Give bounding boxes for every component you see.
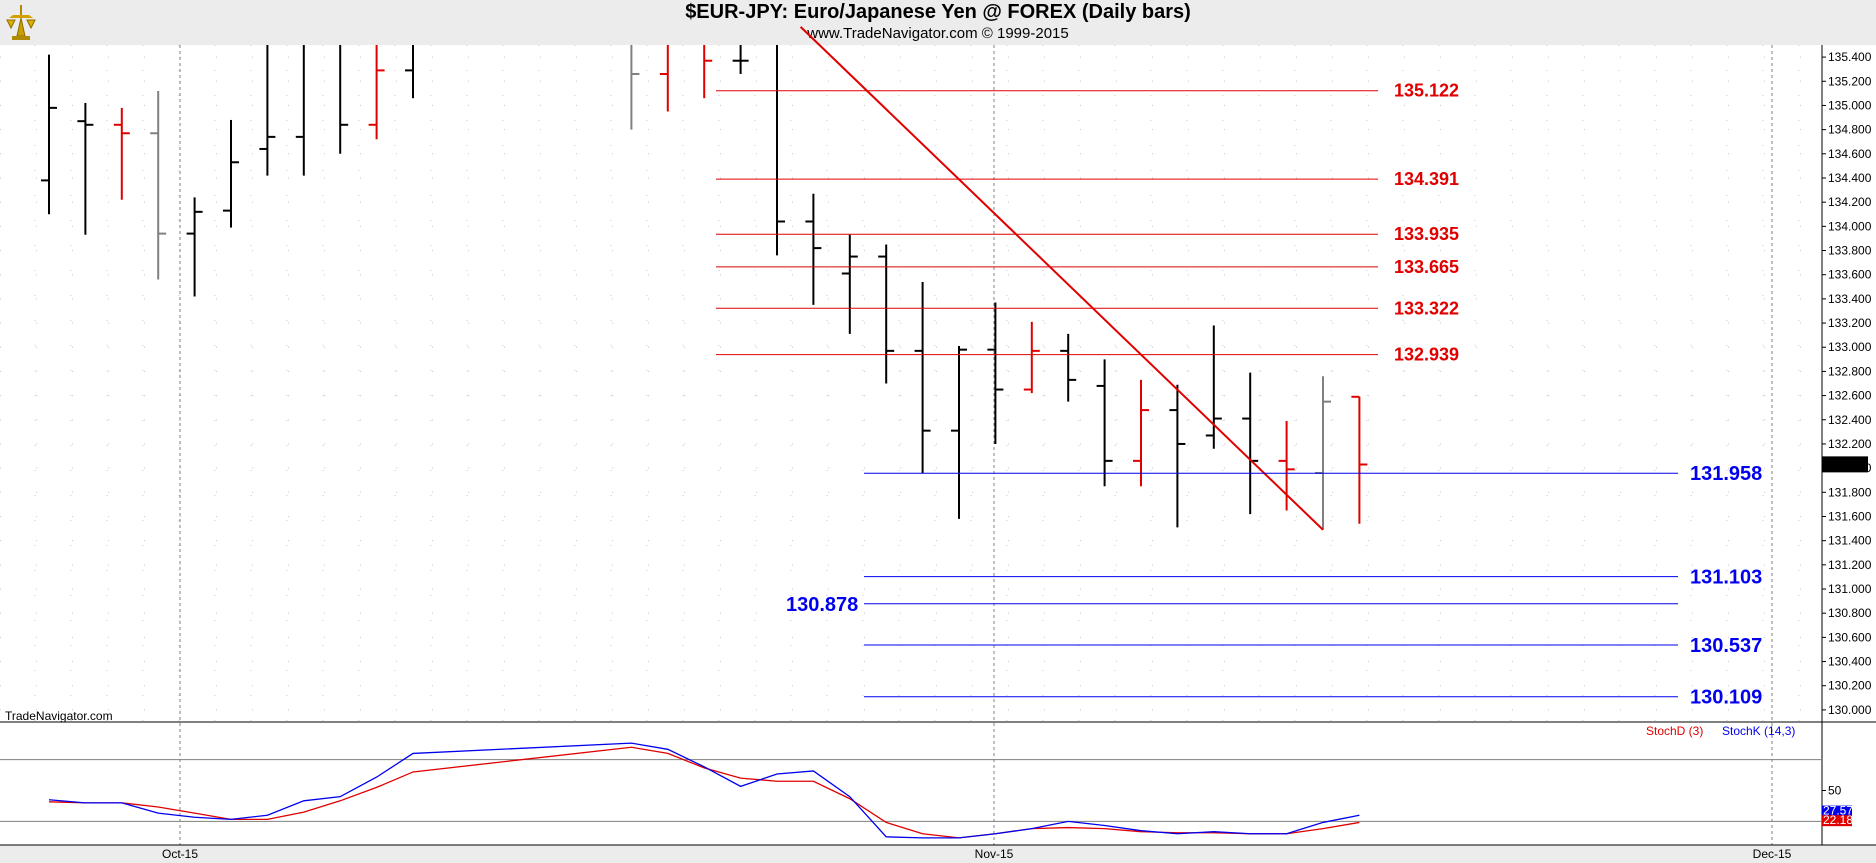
retracement-label: 133.322 (1394, 298, 1459, 318)
price-tick-label: 131.000 (1828, 582, 1872, 596)
ohlc-bar (703, 45, 713, 99)
price-tick-label: 133.200 (1828, 316, 1872, 330)
price-axis: 135.400 135.200 135.000 134.800 134.600 134.4… (5, 45, 1876, 845)
price-tick-label: 130.800 (1828, 606, 1872, 620)
stochD-last-box (1822, 815, 1852, 827)
last-price-box (1822, 456, 1868, 473)
stochK-last-box (1822, 805, 1852, 817)
ohlc-bar (368, 45, 385, 140)
retracement-label: 133.665 (1394, 257, 1459, 277)
price-tick-label: 133.000 (1828, 340, 1872, 354)
price-tick-label: 130.000 (1828, 703, 1872, 717)
price-tick-label: 134.600 (1828, 147, 1872, 161)
ohlc-bar (405, 45, 414, 99)
price-tick-label: 134.800 (1828, 123, 1872, 137)
extension-label: 131.958 (1690, 463, 1762, 485)
ohlc-bar (1133, 379, 1149, 487)
ohlc-bar (223, 119, 239, 228)
ohlc-bar (776, 45, 785, 256)
date-tick-label: Oct-15 (162, 847, 198, 861)
retracement-label: 132.939 (1394, 345, 1459, 365)
axis-bg (1822, 45, 1876, 845)
stochD-last-label: 22.18 (1823, 813, 1853, 827)
price-grid (0, 45, 1822, 845)
price-tick-label: 131.800 (1828, 485, 1872, 499)
price-tick-label: 134.200 (1828, 195, 1872, 209)
price-tick-label: 133.400 (1828, 292, 1872, 306)
price-tick-label: 132.400 (1828, 413, 1872, 427)
extension-label: 130.878 (786, 594, 858, 616)
price-tick-label: 131.400 (1828, 534, 1872, 548)
ohlc-bar (805, 193, 822, 305)
last-price-label: 132.031 (1823, 458, 1867, 472)
stochD-line (48, 746, 1360, 839)
ohlc-bar (1169, 384, 1186, 528)
watermark-text: TradeNavigator.com (5, 709, 113, 723)
price-tick-label: 134.000 (1828, 219, 1872, 233)
price-tick-label: 135.000 (1828, 98, 1872, 112)
downtrend-line (799, 26, 1324, 531)
price-tick-label: 135.200 (1828, 74, 1872, 88)
date-axis: Oct-15 Nov-15 Dec-15 (0, 844, 1876, 863)
ohlc-bar (914, 281, 931, 473)
ohlc-bars (41, 26, 1368, 531)
stochK-line (48, 742, 1360, 839)
retracement-label: 135.122 (1394, 81, 1459, 101)
chart-title: $EUR-JPY: Euro/Japanese Yen @ FOREX (Dai… (685, 1, 1191, 23)
ohlc-bar (659, 45, 669, 112)
ohlc-bar (1023, 321, 1040, 394)
date-tick-label: Dec-15 (1753, 847, 1792, 861)
chart-header (0, 0, 1876, 45)
ohlc-bar (1351, 395, 1368, 524)
extension-label: 130.537 (1690, 635, 1762, 657)
price-tick-label: 130.600 (1828, 630, 1872, 644)
ohlc-bar (339, 45, 349, 154)
date-axis-bg (0, 845, 1876, 863)
price-panel-bg (0, 45, 1822, 722)
ohlc-bar (295, 45, 305, 176)
price-tick-label: 131.200 (1828, 558, 1872, 572)
tradenavigator-logo-icon (6, 5, 36, 40)
ohlc-bar (1205, 325, 1222, 449)
price-tick-label: 131.600 (1828, 509, 1872, 523)
retracement-levels: 135.122 134.391 133.935 133.665 133.322 132.9… (716, 81, 1762, 709)
stochK-legend: StochK (14,3) (1722, 724, 1795, 738)
extension-label: 131.103 (1690, 567, 1762, 589)
chart-subtitle: www.TradeNavigator.com © 1999-2015 (807, 25, 1069, 42)
stoch-tick-label: 50 (1828, 784, 1842, 798)
ohlc-bar (1096, 359, 1113, 487)
ohlc-bar (77, 103, 94, 235)
ohlc-bar (41, 54, 57, 215)
price-tick-label: 133.800 (1828, 244, 1872, 258)
price-tick-label: 133.600 (1828, 268, 1872, 282)
ohlc-bar (841, 234, 858, 334)
stochK-last-label: 27.57 (1823, 804, 1853, 818)
retracement-label: 134.391 (1394, 169, 1459, 189)
extension-label: 130.109 (1690, 687, 1762, 709)
retracement-label: 133.935 (1394, 224, 1459, 244)
date-tick-label: Nov-15 (975, 847, 1014, 861)
price-tick-label: 132.600 (1828, 389, 1872, 403)
ohlc-bar (1060, 333, 1077, 402)
ohlc-bar (630, 45, 640, 130)
ohlc-bar (951, 346, 967, 519)
ohlc-bar (150, 90, 167, 280)
ohlc-bar (732, 45, 749, 75)
price-tick-label: 130.200 (1828, 679, 1872, 693)
ohlc-bar (186, 197, 203, 297)
price-tick-label: 132.800 (1828, 364, 1872, 378)
ohlc-bar (113, 107, 130, 200)
ohlc-bar (259, 45, 276, 176)
price-tick-label: 135.400 (1828, 50, 1872, 64)
ohlc-bar (987, 302, 1004, 444)
ohlc-bar (878, 244, 895, 384)
price-tick-label: 130.400 (1828, 655, 1872, 669)
price-tick-label: 132.200 (1828, 437, 1872, 451)
stochD-legend: StochD (3) (1646, 724, 1703, 738)
price-tick-label: 134.400 (1828, 171, 1872, 185)
